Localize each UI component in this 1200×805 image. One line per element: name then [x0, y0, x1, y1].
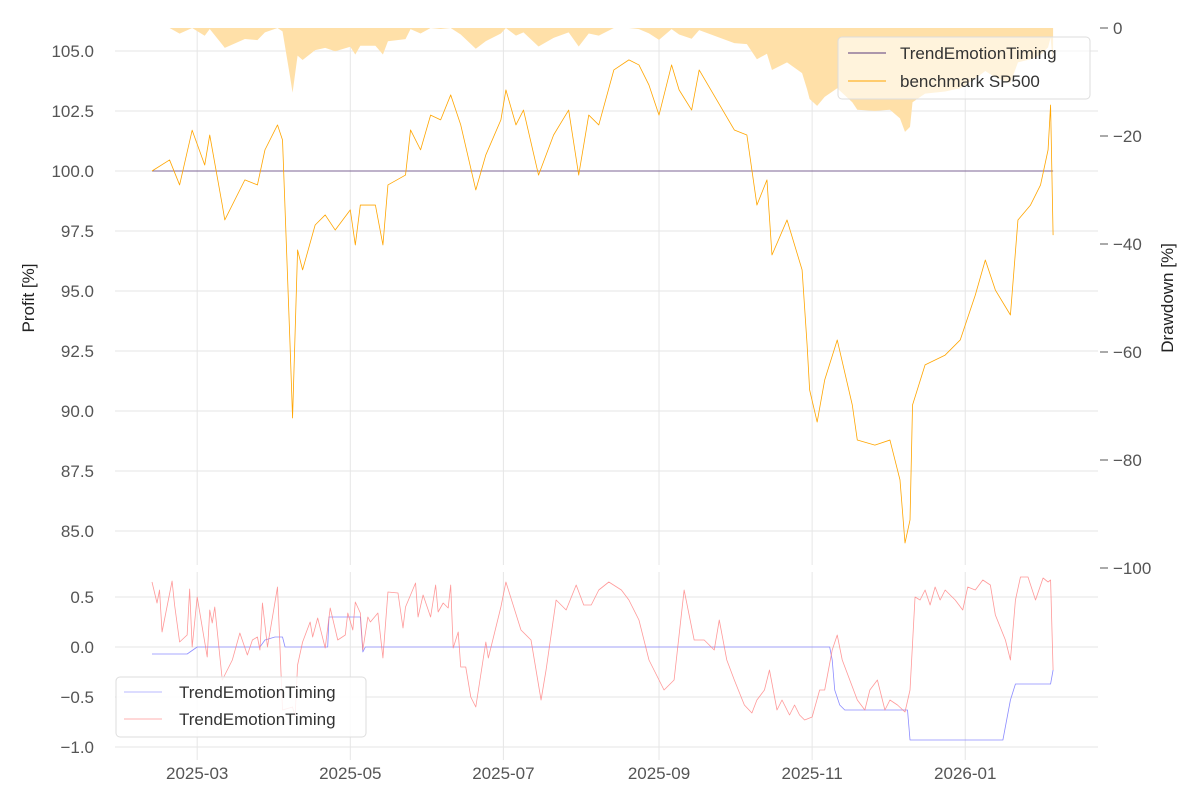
y-axis-label-profit: Profit [%]	[19, 264, 38, 333]
legend-label-blue: TrendEmotionTiming	[179, 683, 336, 702]
legend-label-benchmark: benchmark SP500	[900, 72, 1040, 91]
legend-top: TrendEmotionTiming benchmark SP500	[837, 36, 1091, 100]
legend-label-red: TrendEmotionTiming	[179, 710, 336, 729]
x-tick-label: 2025-05	[319, 764, 381, 783]
x-tick-label: 2025-07	[472, 764, 534, 783]
benchmark-drawdown-area	[152, 28, 1054, 132]
y-tick-label-bottom: 0.0	[70, 638, 94, 657]
y-tick-label-profit: 102.5	[51, 102, 94, 121]
x-tick-label: 2026-01	[934, 764, 996, 783]
y-tick-label-profit: 90.0	[61, 402, 94, 421]
y-tick-label-drawdown: −20	[1113, 127, 1142, 146]
gridlines	[115, 28, 1098, 760]
y-axis-label-drawdown: Drawdown [%]	[1158, 243, 1177, 353]
legend-top-box	[837, 36, 1091, 100]
y-tick-label-drawdown: −80	[1113, 451, 1142, 470]
series-layer	[151, 59, 1054, 741]
legend-bottom: TrendEmotionTiming TrendEmotionTiming	[115, 676, 367, 738]
tick-labels: 2025-03 2025-05 2025-07 2025-09 2025-11 2026-…	[51, 19, 1151, 783]
y-tick-label-profit: 92.5	[61, 342, 94, 361]
x-tick-label: 2025-11	[782, 764, 843, 783]
y-tick-label-bottom: −0.5	[60, 688, 94, 707]
x-tick-label: 2025-03	[166, 764, 228, 783]
y-tick-label-drawdown: 0	[1113, 19, 1122, 38]
drawdown-area-layer	[152, 28, 1054, 132]
x-tick-label: 2025-09	[628, 764, 690, 783]
y-tick-label-profit: 105.0	[51, 42, 94, 61]
benchmark-sp500-line	[151, 59, 1054, 544]
y-tick-label-profit: 97.5	[61, 222, 94, 241]
y-tick-label-profit: 87.5	[61, 462, 94, 481]
bottom-red-line	[151, 576, 1054, 721]
y-tick-label-profit: 95.0	[61, 282, 94, 301]
y-tick-label-profit: 100.0	[51, 162, 94, 181]
legend-bottom-box	[115, 676, 367, 738]
y-tick-label-profit: 85.0	[61, 522, 94, 541]
y-tick-label-bottom: 0.5	[70, 588, 94, 607]
bottom-blue-line	[152, 616, 1054, 741]
y-tick-label-drawdown: −40	[1113, 235, 1142, 254]
y-tick-label-drawdown: −60	[1113, 343, 1142, 362]
legend-label-strategy: TrendEmotionTiming	[900, 44, 1057, 63]
y-tick-label-drawdown: −100	[1113, 559, 1151, 578]
y-tick-label-bottom: −1.0	[60, 738, 94, 757]
